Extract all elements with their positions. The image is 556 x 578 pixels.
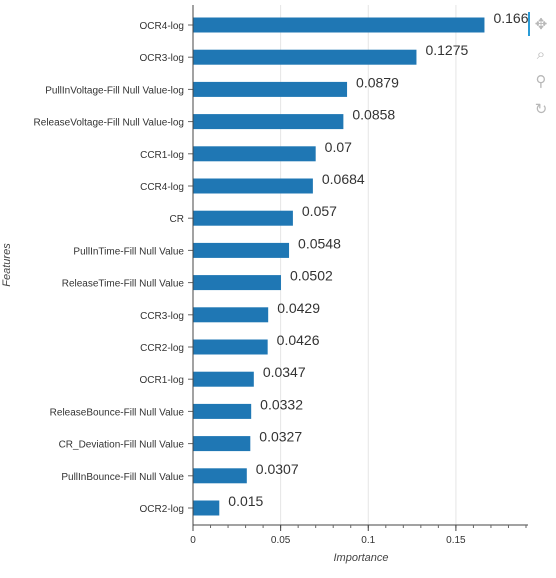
category-label: OCR2-log <box>140 504 184 515</box>
bar <box>193 146 316 162</box>
category-label: CCR3-log <box>140 311 184 322</box>
category-label: CR_Deviation-Fill Null Value <box>59 440 185 451</box>
bar <box>193 49 417 65</box>
x-tick-label: 0.15 <box>446 535 466 546</box>
data-label: 0.0426 <box>277 332 320 348</box>
bar <box>193 114 344 130</box>
data-label: 0.057 <box>302 203 337 219</box>
data-label: 0.0429 <box>277 300 320 316</box>
bar <box>193 275 281 291</box>
bar <box>193 436 251 452</box>
category-labels: OCR4-log OCR3-log PullInVoltage-Fill Null … <box>34 21 193 515</box>
category-label: CR <box>170 214 184 225</box>
x-axis-title: Importance <box>333 552 388 564</box>
category-label: ReleaseTime-Fill Null Value <box>62 279 185 290</box>
data-label: 0.0684 <box>322 171 365 187</box>
bar <box>193 17 485 33</box>
category-label: PullInVoltage-Fill Null Value-log <box>45 85 184 96</box>
bar <box>193 500 220 516</box>
category-label: PullInBounce-Fill Null Value <box>61 472 184 483</box>
bar <box>193 403 252 419</box>
y-axis-title: Features <box>1 243 13 287</box>
x-tick-label: 0 <box>190 535 196 546</box>
data-label: 0.0332 <box>260 396 303 412</box>
category-label: CCR2-log <box>140 343 184 354</box>
bar <box>193 178 313 194</box>
data-label: 0.166 <box>493 10 528 26</box>
category-label: OCR3-log <box>140 53 184 64</box>
category-label: CCR1-log <box>140 150 184 161</box>
reset-tool-icon[interactable]: ↻ <box>534 99 548 118</box>
plot-toolbar: ✥ ⌕ ⚲ ↻ <box>528 10 554 150</box>
box-zoom-tool-icon[interactable]: ⌕ <box>536 44 546 63</box>
category-label: CCR4-log <box>140 182 184 193</box>
bar <box>193 242 290 258</box>
data-label: 0.0879 <box>356 74 399 90</box>
data-label: 0.0307 <box>256 461 299 477</box>
category-label: ReleaseVoltage-Fill Null Value-log <box>34 118 184 129</box>
bar <box>193 81 348 97</box>
bars <box>193 17 485 516</box>
category-label: OCR1-log <box>140 375 184 386</box>
data-label: 0.0347 <box>263 364 306 380</box>
x-tick-label: 0.1 <box>361 535 375 546</box>
category-label: PullInTime-Fill Null Value <box>73 246 184 257</box>
bar <box>193 339 268 355</box>
pan-tool-icon[interactable]: ✥ <box>534 14 548 33</box>
bar <box>193 371 254 387</box>
data-label: 0.0502 <box>290 268 333 284</box>
bar <box>193 210 293 226</box>
category-label: OCR4-log <box>140 21 184 32</box>
x-tick-label: 0.05 <box>271 535 291 546</box>
x-axis: 0 0.05 0.1 0.15 <box>190 5 528 546</box>
bar <box>193 468 247 484</box>
bar <box>193 307 269 323</box>
data-label: 0.1275 <box>425 42 468 58</box>
data-label: 0.0548 <box>298 235 341 251</box>
category-label: ReleaseBounce-Fill Null Value <box>50 407 185 418</box>
data-label: 0.0858 <box>352 107 395 123</box>
data-label: 0.0327 <box>259 429 302 445</box>
wheel-zoom-tool-icon[interactable]: ⚲ <box>535 71 547 90</box>
data-label: 0.07 <box>325 139 352 155</box>
active-tool-indicator <box>528 12 530 36</box>
data-label: 0.015 <box>228 493 263 509</box>
